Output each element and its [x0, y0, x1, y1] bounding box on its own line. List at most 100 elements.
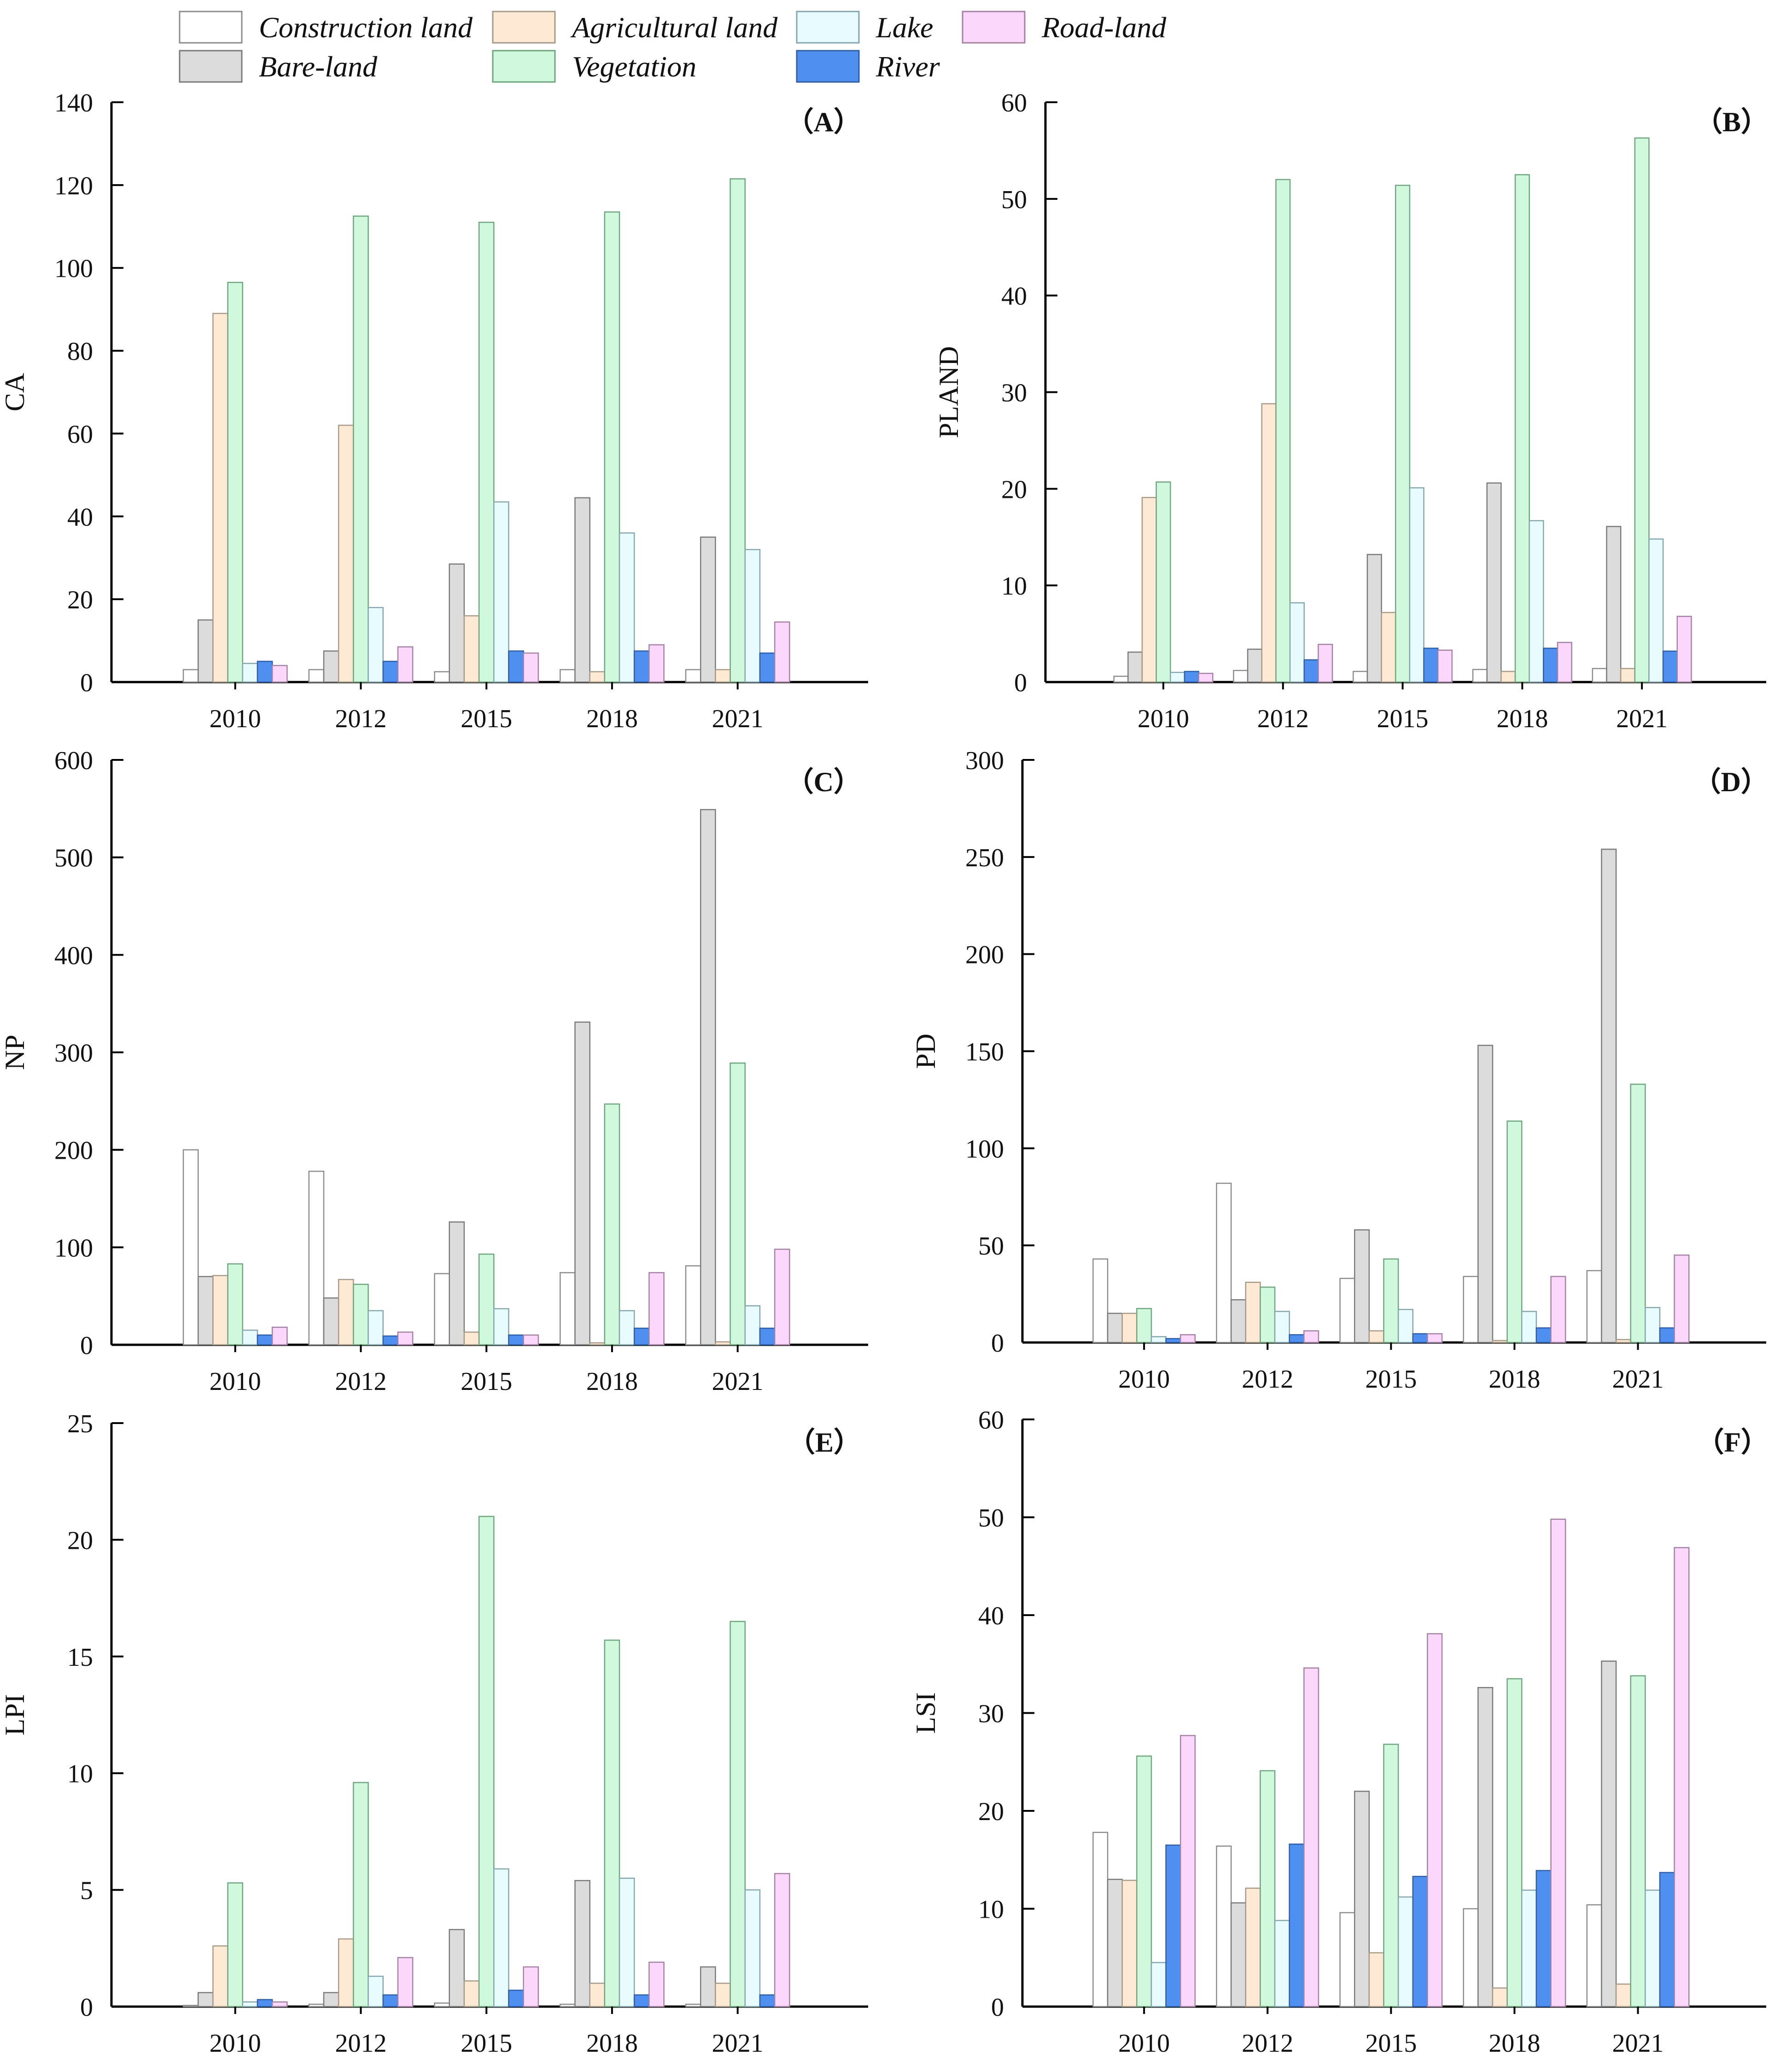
bar-construction-land-2015: [1353, 671, 1368, 683]
bar-group-2021: 2021: [685, 809, 790, 1396]
bar-vegetation-2012: [1275, 179, 1291, 683]
bar-construction-land-2015: [1339, 1278, 1355, 1343]
bar-vegetation-2015: [1383, 1258, 1399, 1343]
legend-label-road-land: Road-land: [1041, 11, 1167, 44]
bar-road-land-2012: [1303, 1330, 1319, 1343]
bar-river-2012: [1289, 1334, 1305, 1343]
bar-bare-land-2015: [1354, 1791, 1370, 2008]
bar-vegetation-2012: [353, 1782, 369, 2008]
bar-bare-land-2015: [1366, 554, 1382, 683]
y-tick-label: 600: [54, 747, 93, 775]
y-tick-label: 30: [1001, 379, 1027, 408]
bar-agricultural-land-2012: [1245, 1887, 1261, 2008]
panel-d: 0 50 100 150 200 250 300 PD （D） 2010 2012 2015 2018 2…: [911, 747, 1769, 1394]
bar-lake-2010: [242, 2001, 258, 2008]
bar-group-2012: 2012: [308, 216, 414, 733]
bar-river-2021: [759, 1327, 776, 1346]
bar-road-land-2018: [648, 1272, 665, 1346]
bar-river-2015: [508, 650, 524, 683]
bar-road-land-2012: [397, 1331, 414, 1346]
panel-label: （D）: [1693, 766, 1769, 797]
y-tick-label: 50: [1001, 186, 1027, 214]
bar-construction-land-2012: [308, 2003, 325, 2008]
bar-construction-land-2010: [182, 1149, 199, 1346]
bar-group-2015: 2015: [1339, 1633, 1443, 2058]
bar-road-land-2015: [1427, 1333, 1443, 1343]
bar-construction-land-2021: [685, 1265, 701, 1346]
bar-group-2018: 2018: [1463, 1045, 1566, 1394]
bar-agricultural-land-2021: [715, 1983, 731, 2008]
bar-construction-land-2015: [434, 1273, 450, 1346]
bar-construction-land-2018: [560, 1272, 576, 1346]
legend-label-bare-land: Bare-land: [259, 50, 378, 83]
bar-lake-2010: [1170, 671, 1185, 683]
bar-lake-2015: [1397, 1309, 1414, 1343]
bar-road-land-2015: [1437, 649, 1453, 683]
bar-road-land-2012: [1318, 643, 1333, 683]
x-tick-label: 2012: [335, 705, 386, 733]
bar-road-land-2018: [648, 1961, 665, 2008]
bar-construction-land-2010: [1113, 676, 1129, 683]
bar-river-2021: [759, 1994, 776, 2008]
bar-agricultural-land-2018: [1492, 1340, 1508, 1343]
bar-agricultural-land-2012: [1261, 403, 1277, 683]
legend-swatch-river: [796, 50, 860, 83]
bar-construction-land-2018: [1463, 1908, 1479, 2008]
legend: Construction land Bare-land Agricultural l…: [179, 11, 1167, 83]
x-tick-label: 2010: [210, 705, 261, 733]
y-tick-label: 40: [978, 1602, 1004, 1630]
bar-vegetation-2010: [227, 281, 244, 683]
bar-river-2018: [633, 1327, 650, 1346]
bar-group-2018: 2018: [1472, 174, 1572, 733]
bar-lake-2012: [1274, 1920, 1290, 2008]
bar-vegetation-2018: [1514, 174, 1530, 683]
y-tick-label: 140: [54, 89, 93, 117]
bar-bare-land-2012: [1230, 1902, 1247, 2008]
bar-bare-land-2010: [1107, 1313, 1123, 1343]
panel-c: 0 100 200 300 400 500 600 NP （C） 2010 2012 2015 2018…: [0, 747, 868, 1396]
x-tick-label: 2018: [1488, 2029, 1540, 2058]
legend-swatch-bare-land: [179, 50, 243, 83]
legend-label-construction-land: Construction land: [259, 11, 473, 44]
bar-river-2018: [1535, 1327, 1552, 1343]
y-tick-label: 25: [67, 1410, 93, 1438]
bar-river-2010: [1165, 1844, 1181, 2008]
y-axis-title: LSI: [911, 1693, 941, 1734]
y-tick-label: 30: [978, 1700, 1004, 1728]
bar-vegetation-2012: [353, 1284, 369, 1346]
bar-road-land-2015: [523, 652, 539, 683]
bar-agricultural-land-2015: [1381, 612, 1396, 683]
bar-agricultural-land-2021: [1620, 668, 1636, 683]
y-tick-label: 200: [54, 1137, 93, 1165]
bar-agricultural-land-2012: [338, 1278, 354, 1346]
legend-swatch-road-land: [962, 11, 1026, 44]
bar-bare-land-2018: [1486, 482, 1502, 683]
x-tick-label: 2012: [1242, 2029, 1293, 2058]
y-tick-label: 300: [965, 747, 1004, 775]
bar-group-2010: 2010: [1113, 481, 1214, 733]
bar-bare-land-2018: [1477, 1045, 1494, 1343]
bar-road-land-2018: [1550, 1276, 1566, 1343]
bar-lake-2018: [619, 532, 635, 683]
bar-bare-land-2018: [1477, 1687, 1494, 2008]
bar-road-land-2021: [1674, 1547, 1690, 2008]
bar-vegetation-2010: [1136, 1307, 1152, 1343]
bar-river-2018: [633, 650, 650, 683]
bar-road-land-2010: [1179, 1334, 1196, 1343]
legend-item-river: River: [796, 50, 940, 83]
bar-road-land-2010: [271, 665, 288, 683]
bar-construction-land-2021: [1586, 1270, 1602, 1343]
bar-lake-2021: [1648, 538, 1664, 683]
bar-bare-land-2021: [700, 809, 716, 1346]
bar-group-2012: 2012: [1216, 1182, 1319, 1394]
bar-road-land-2018: [1557, 642, 1572, 683]
x-tick-label: 2015: [461, 1367, 512, 1396]
bar-vegetation-2018: [604, 1103, 620, 1346]
bar-vegetation-2021: [730, 1062, 746, 1346]
bar-agricultural-land-2012: [1245, 1282, 1261, 1343]
legend-label-lake: Lake: [876, 11, 933, 44]
bar-vegetation-2015: [1383, 1744, 1399, 2008]
bar-river-2015: [1412, 1876, 1428, 2008]
x-tick-label: 2021: [712, 1367, 764, 1396]
bar-road-land-2015: [1427, 1633, 1443, 2008]
